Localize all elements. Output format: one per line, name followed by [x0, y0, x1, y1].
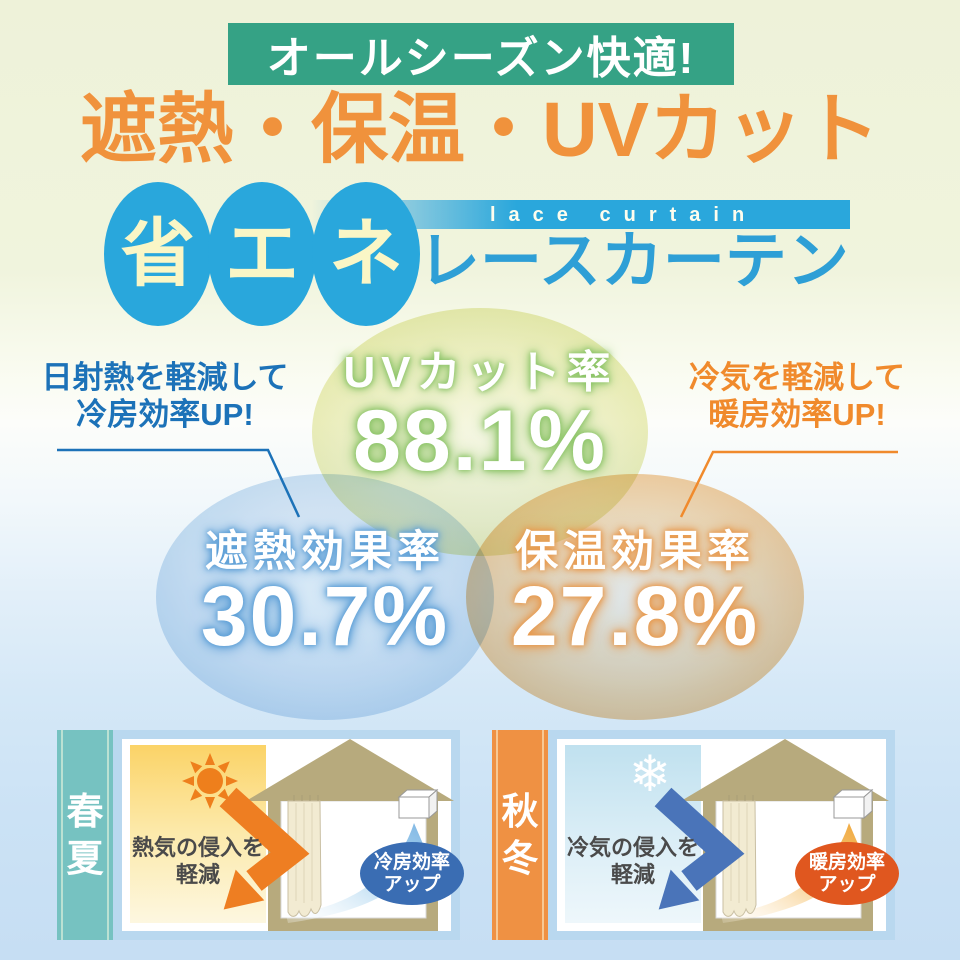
- roof: [681, 739, 889, 801]
- product-name: レースカーテン: [418, 227, 849, 296]
- sun-icon: [182, 753, 238, 809]
- roof: [246, 739, 454, 801]
- cold-deflect-arrow: [654, 787, 745, 910]
- heating-callout-line1: 冷気を軽減して: [688, 360, 906, 395]
- panel-autumn-winter: 秋 冬: [492, 730, 899, 940]
- heat-shield-value: 30.7%: [200, 569, 450, 663]
- season-char: 夏: [66, 838, 104, 879]
- autumn-winter-scene: ❄ 冷気の侵入を 軽減 暖房効率 アップ: [548, 730, 899, 940]
- heat-shield-label: 遮熱効果率: [205, 528, 445, 576]
- season-char: 春: [66, 791, 104, 832]
- ac-unit-icon: [397, 788, 439, 820]
- heating-callout: 冷気を軽減して 暖房効率UP!: [662, 359, 932, 433]
- uv-cut-label: UVカット率: [343, 348, 617, 397]
- heat-deflect-arrow: [219, 787, 310, 910]
- heat-retention-label: 保温効果率: [515, 528, 755, 576]
- page-title: 遮熱・保温・UVカット: [80, 87, 880, 173]
- season-char: 冬: [501, 838, 539, 879]
- heating-efficiency-badge: 暖房効率 アップ: [795, 842, 899, 905]
- heating-callout-line2: 暖房効率UP!: [708, 397, 886, 432]
- uv-cut-value: 88.1%: [353, 393, 607, 489]
- cooling-callout: 日射熱を軽減して 冷房効率UP!: [30, 359, 300, 433]
- season-label-autumn-winter: 秋 冬: [492, 730, 548, 940]
- eco-badge-1: 省: [104, 182, 212, 326]
- curtain: [287, 795, 322, 917]
- cooling-callout-line1: 日射熱を軽減して: [41, 360, 289, 395]
- ribbon-label: lace curtain: [490, 203, 758, 226]
- panel-spring-summer: 春 夏: [57, 730, 464, 940]
- heat-retention-value: 27.8%: [510, 569, 760, 663]
- season-char: 秋: [501, 791, 539, 832]
- eco-badge-3: ネ: [312, 182, 420, 326]
- eco-badge-2: エ: [208, 182, 316, 326]
- season-label-spring-summer: 春 夏: [57, 730, 113, 940]
- ac-unit-icon: [832, 788, 874, 820]
- all-season-banner: オールシーズン快適!: [228, 23, 734, 85]
- spring-summer-scene: 熱気の侵入を 軽減 冷房効率 アップ: [113, 730, 464, 940]
- snowflake-icon: ❄: [629, 746, 671, 802]
- cooling-efficiency-badge: 冷房効率 アップ: [360, 842, 464, 905]
- cooling-callout-line2: 冷房効率UP!: [76, 397, 254, 432]
- cold-intrusion-note: 冷気の侵入を 軽減: [566, 835, 699, 887]
- heat-intrusion-note: 熱気の侵入を 軽減: [131, 835, 264, 887]
